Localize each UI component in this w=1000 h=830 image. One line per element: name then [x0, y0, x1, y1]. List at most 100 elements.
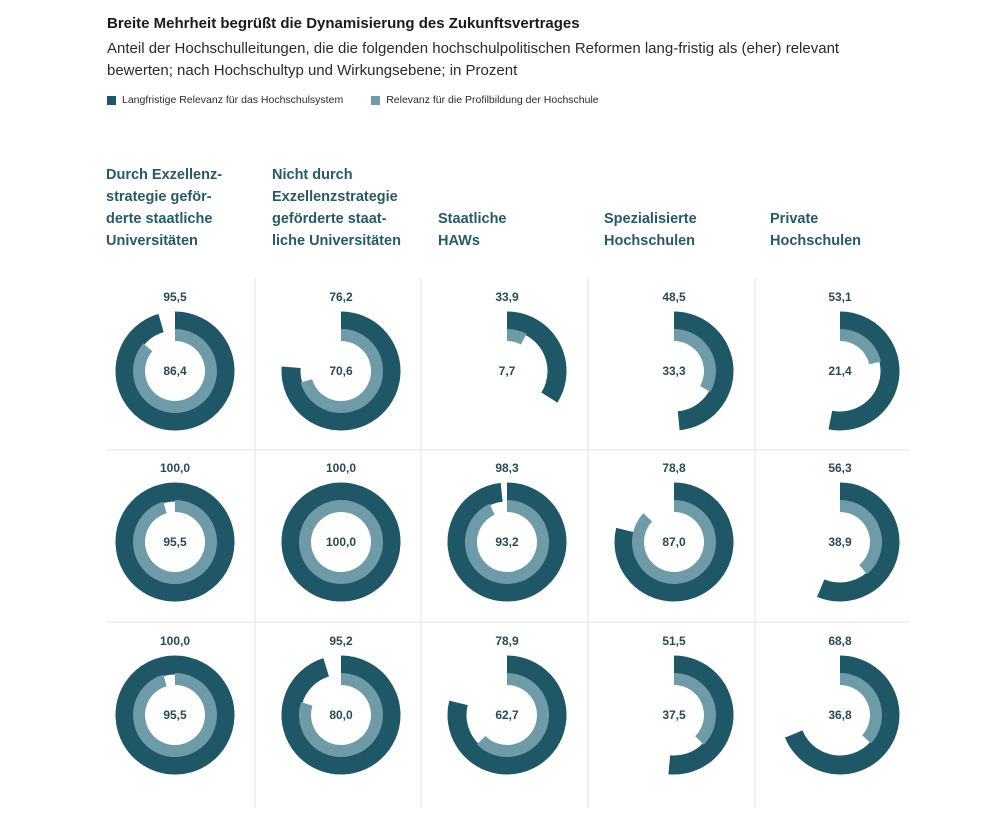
- inner-value-label: 36,8: [828, 708, 852, 722]
- outer-value-label: 51,5: [662, 634, 686, 648]
- column-header-line: strategie geför-: [106, 189, 212, 205]
- outer-value-label: 100,0: [160, 634, 190, 648]
- inner-ring-arc: [839, 500, 882, 575]
- donut-r1-c5: 53,1 21,4: [828, 290, 900, 431]
- legend-swatch-outer: [107, 95, 116, 105]
- inner-ring-arc: [299, 500, 383, 584]
- legend: Langfristige Relevanz für das Hochschuls…: [107, 94, 599, 106]
- inner-value-label: 100,0: [326, 535, 356, 549]
- outer-ring-arc: [115, 311, 235, 431]
- outer-value-label: 78,8: [662, 461, 686, 475]
- column-header-line: Private: [770, 211, 819, 227]
- donut-r2-c2: 100,0 100,0: [281, 461, 401, 602]
- inner-ring-arc: [133, 673, 217, 757]
- legend-item-inner: Relevanz für die Profilbildung der Hochs…: [371, 94, 599, 106]
- donut-r3-c3: 78,9 62,7: [447, 634, 567, 775]
- legend-item-outer: Langfristige Relevanz für das Hochschuls…: [107, 94, 343, 106]
- column-header-line: geförderte staat-: [272, 211, 387, 227]
- outer-ring-arc: [673, 311, 734, 431]
- column-header-3: Staatliche HAWs: [438, 162, 588, 252]
- outer-ring-arc: [784, 655, 900, 775]
- inner-value-label: 33,3: [662, 364, 686, 378]
- column-header-line: Durch Exzellenz-: [106, 167, 223, 183]
- outer-ring-arc: [614, 482, 734, 602]
- inner-value-label: 37,5: [662, 708, 686, 722]
- outer-value-label: 76,2: [329, 290, 353, 304]
- donut-r2-c4: 78,8 87,0: [614, 461, 734, 602]
- outer-ring-arc: [447, 655, 567, 775]
- donut-r1-c2: 76,2 70,6: [281, 290, 401, 431]
- outer-ring-arc: [668, 655, 734, 775]
- column-header-line: Exzellenzstrategie: [272, 189, 398, 205]
- donut-r2-c1: 100,0 95,5: [115, 461, 235, 602]
- column-header-line: Spezialisierte: [604, 211, 697, 227]
- outer-value-label: 53,1: [828, 290, 852, 304]
- outer-value-label: 56,3: [828, 461, 852, 475]
- inner-value-label: 93,2: [495, 535, 519, 549]
- inner-ring-arc: [476, 673, 549, 757]
- donut-r3-c2: 95,2 80,0: [281, 634, 401, 775]
- outer-ring-arc: [115, 655, 235, 775]
- outer-ring-arc: [817, 482, 900, 602]
- donut-r1-c3: 33,9 7,7: [495, 290, 567, 403]
- inner-ring-arc: [673, 673, 716, 745]
- donut-r1-c1: 95,5 86,4: [115, 290, 235, 431]
- inner-ring-arc: [673, 329, 716, 392]
- inner-value-label: 62,7: [495, 708, 519, 722]
- column-header-5: Private Hochschulen: [770, 162, 920, 252]
- donut-r3-c4: 51,5 37,5: [662, 634, 734, 775]
- chart-title: Breite Mehrheit begrüßt die Dynamisierun…: [107, 15, 580, 32]
- inner-ring-arc: [632, 500, 716, 584]
- outer-ring-arc: [506, 311, 567, 403]
- column-header-line: HAWs: [438, 233, 480, 249]
- column-header-line: derte staatliche: [106, 211, 213, 227]
- outer-ring-arc: [447, 482, 567, 602]
- inner-value-label: 95,5: [163, 708, 187, 722]
- outer-value-label: 33,9: [495, 290, 519, 304]
- inner-ring-arc: [839, 673, 882, 744]
- donut-r3-c5: 68,8 36,8: [784, 634, 900, 775]
- inner-value-label: 7,7: [499, 364, 516, 378]
- inner-value-label: 70,6: [329, 364, 353, 378]
- outer-value-label: 48,5: [662, 290, 686, 304]
- column-header-line: liche Universitäten: [272, 233, 401, 249]
- outer-ring-arc: [281, 655, 401, 775]
- legend-label-outer: Langfristige Relevanz für das Hochschuls…: [122, 94, 344, 106]
- inner-value-label: 38,9: [828, 535, 852, 549]
- outer-ring-arc: [115, 482, 235, 602]
- inner-value-label: 86,4: [163, 364, 187, 378]
- outer-value-label: 78,9: [495, 634, 519, 648]
- inner-ring-arc: [133, 329, 217, 413]
- donut-r2-c5: 56,3 38,9: [817, 461, 900, 602]
- outer-value-label: 68,8: [828, 634, 852, 648]
- outer-ring-arc: [281, 482, 401, 602]
- outer-value-label: 98,3: [495, 461, 519, 475]
- outer-value-label: 95,5: [163, 290, 187, 304]
- inner-ring-arc: [299, 673, 383, 757]
- inner-ring-arc: [506, 329, 527, 345]
- column-header-line: Universitäten: [106, 233, 198, 249]
- donut-r3-c1: 100,0 95,5: [115, 634, 235, 775]
- column-header-line: Hochschulen: [770, 233, 862, 249]
- inner-ring-arc: [839, 329, 881, 365]
- inner-value-label: 21,4: [828, 364, 852, 378]
- column-header-4: Spezialisierte Hochschulen: [604, 162, 754, 252]
- inner-ring-arc: [300, 329, 383, 413]
- column-header-line: Staatliche: [438, 211, 507, 227]
- column-header-line: Nicht durch: [272, 167, 353, 183]
- column-header-2: Nicht durch Exzellenzstrategie gefördert…: [272, 162, 422, 252]
- legend-swatch-inner: [371, 95, 381, 105]
- outer-value-label: 100,0: [160, 461, 190, 475]
- inner-value-label: 80,0: [329, 708, 353, 722]
- outer-value-label: 100,0: [326, 461, 356, 475]
- outer-ring-arc: [828, 311, 900, 431]
- donut-r2-c3: 98,3 93,2: [447, 461, 567, 602]
- legend-label-inner: Relevanz für die Profilbildung der Hochs…: [386, 94, 599, 106]
- column-header-line: Hochschulen: [604, 233, 696, 249]
- inner-ring-arc: [133, 500, 217, 584]
- column-header-1: Durch Exzellenz- strategie geför- derte …: [106, 162, 256, 252]
- inner-ring-arc: [465, 500, 549, 584]
- inner-value-label: 95,5: [163, 535, 187, 549]
- outer-value-label: 95,2: [329, 634, 353, 648]
